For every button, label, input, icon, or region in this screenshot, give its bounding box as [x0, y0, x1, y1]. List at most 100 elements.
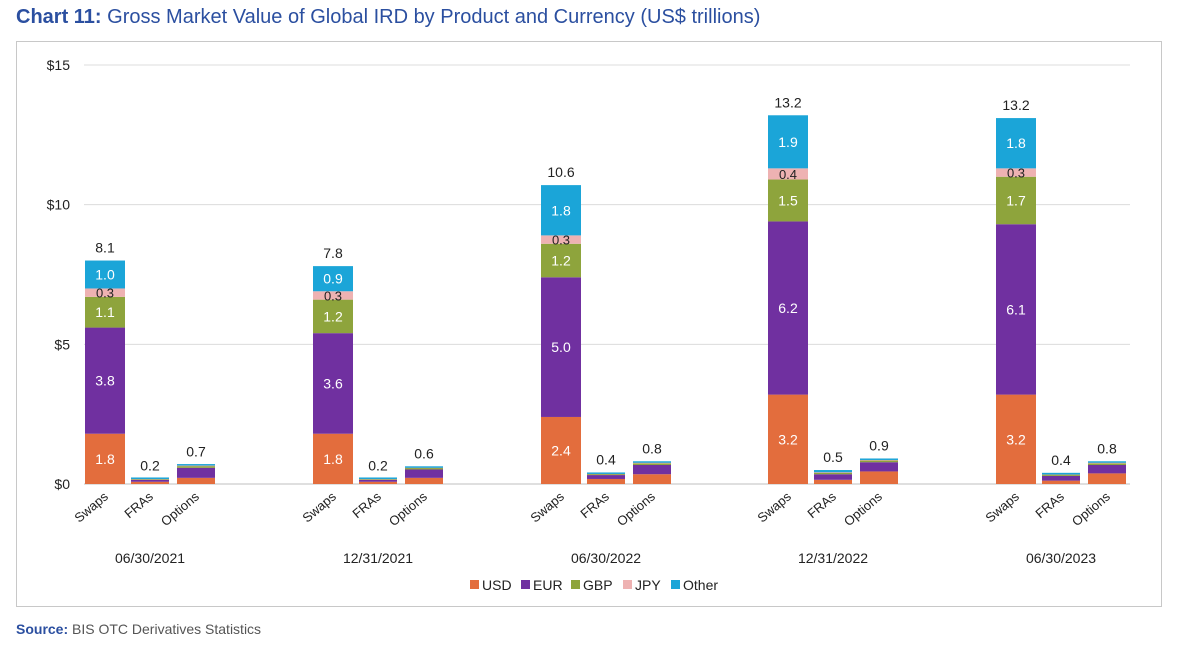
bar-segment-eur	[313, 333, 353, 434]
total-label: 0.4	[596, 452, 616, 468]
legend-swatch-jpy	[623, 580, 632, 589]
data-label: 6.2	[778, 300, 798, 316]
x-tick-label: Swaps	[754, 488, 794, 525]
data-label: 5.0	[551, 339, 571, 355]
bar-segment-usd	[860, 471, 898, 484]
bar-segment-usd	[131, 481, 169, 484]
legend-label: USD	[482, 577, 512, 593]
source-text: BIS OTC Derivatives Statistics	[72, 621, 262, 637]
y-tick-label: $5	[54, 336, 70, 352]
bar-segment-eur	[359, 479, 397, 482]
data-label: 0.3	[552, 233, 570, 248]
x-tick-label: Swaps	[982, 488, 1022, 525]
group-date-label: 06/30/2023	[1026, 550, 1096, 566]
total-label: 0.2	[140, 457, 160, 473]
x-tick-label: Options	[1069, 488, 1113, 529]
data-label: 1.8	[95, 451, 115, 467]
bar-segment-gbp	[996, 176, 1036, 225]
bar-segment-other	[587, 472, 625, 474]
bar-segment-other	[541, 185, 581, 236]
total-label: 0.2	[368, 457, 388, 473]
chart-title-text: Gross Market Value of Global IRD by Prod…	[107, 6, 761, 28]
data-label: 0.4	[779, 167, 797, 182]
bar-segment-other	[131, 477, 169, 479]
bar-segment-usd	[1088, 473, 1126, 484]
bar-segment-other	[996, 118, 1036, 169]
data-label: 0.3	[96, 286, 114, 301]
bar-segment-usd	[359, 481, 397, 484]
bar-segment-eur	[131, 479, 169, 482]
bar-segment-eur	[1042, 475, 1080, 481]
total-label: 10.6	[547, 164, 574, 180]
data-label: 0.9	[323, 271, 343, 287]
bar-segment-gbp	[177, 466, 215, 468]
bar-segment-eur	[405, 469, 443, 478]
x-tick-label: Swaps	[71, 488, 111, 525]
bar-segment-usd	[814, 479, 852, 484]
total-label: 0.8	[642, 440, 662, 456]
bar-segment-gbp	[85, 296, 125, 328]
bar-segment-other	[313, 266, 353, 292]
bar-segment-usd	[1042, 480, 1080, 484]
bar-segment-eur	[85, 327, 125, 434]
data-label: 3.2	[778, 431, 798, 447]
bar-segment-gbp	[768, 179, 808, 222]
total-label: 8.1	[95, 240, 115, 256]
bar-segment-gbp	[860, 460, 898, 463]
bar-segment-other	[768, 115, 808, 169]
legend-label: GBP	[583, 577, 613, 593]
total-label: 0.7	[186, 443, 206, 459]
x-tick-label: Options	[841, 488, 885, 529]
bar-segment-jpy	[85, 288, 125, 297]
data-label: 3.8	[95, 373, 115, 389]
legend-label: JPY	[635, 577, 661, 593]
x-tick-label: Options	[614, 488, 658, 529]
data-label: 3.2	[1006, 431, 1026, 447]
source-label: Source:	[16, 621, 69, 637]
data-label: 1.8	[323, 451, 343, 467]
bar-segment-other	[359, 477, 397, 479]
legend-swatch-gbp	[571, 580, 580, 589]
bar-segment-eur	[860, 462, 898, 472]
bar-segment-jpy	[313, 291, 353, 300]
x-tick-label: FRAs	[349, 488, 384, 521]
chart-title: Chart 11: Gross Market Value of Global I…	[16, 6, 760, 29]
group-date-label: 12/31/2021	[343, 550, 413, 566]
chart-frame	[16, 41, 1162, 607]
legend-label: Other	[683, 577, 718, 593]
total-label: 13.2	[774, 94, 801, 110]
bar-segment-eur	[633, 465, 671, 475]
bar-segment-other	[1088, 461, 1126, 463]
data-label: 1.7	[1006, 192, 1026, 208]
chart-number: Chart 11:	[16, 6, 102, 28]
data-label: 1.9	[778, 134, 798, 150]
total-label: 0.5	[823, 449, 843, 465]
data-label: 1.0	[95, 267, 115, 283]
bar-segment-usd	[768, 394, 808, 484]
group-date-label: 06/30/2022	[571, 550, 641, 566]
data-label: 0.3	[324, 288, 342, 303]
total-label: 0.4	[1051, 452, 1071, 468]
bar-segment-usd	[541, 416, 581, 484]
y-tick-label: $0	[54, 476, 70, 492]
x-tick-label: FRAs	[577, 488, 612, 521]
legend-swatch-eur	[521, 580, 530, 589]
bar-segment-eur	[1088, 465, 1126, 474]
bar-segment-gbp	[633, 463, 671, 466]
bar-segment-other	[633, 461, 671, 463]
bar-segment-jpy	[768, 168, 808, 180]
x-tick-label: Options	[386, 488, 430, 529]
bar-segment-gbp	[541, 243, 581, 278]
total-label: 0.9	[869, 438, 889, 454]
total-label: 0.8	[1097, 441, 1117, 457]
bar-segment-jpy	[996, 168, 1036, 177]
bar-segment-usd	[587, 478, 625, 484]
bar-segment-jpy	[541, 235, 581, 244]
bar-segment-eur	[541, 277, 581, 417]
legend-swatch-usd	[470, 580, 479, 589]
total-label: 0.6	[414, 446, 434, 462]
bar-segment-other	[1042, 472, 1080, 475]
bar-segment-usd	[85, 433, 125, 484]
data-label: 1.2	[551, 253, 571, 269]
